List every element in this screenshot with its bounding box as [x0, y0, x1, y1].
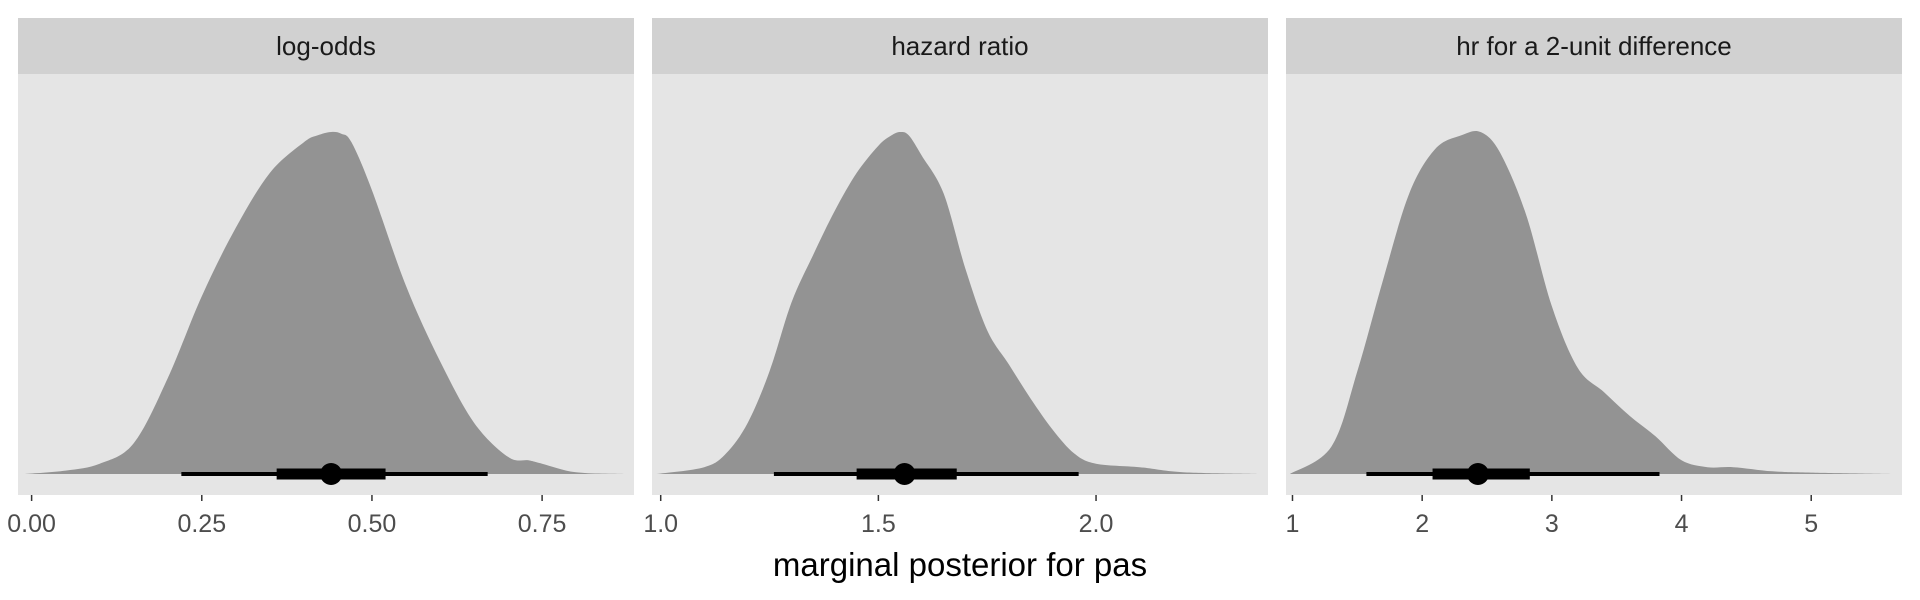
facet-strip-label: log-odds: [276, 31, 376, 61]
x-tick-label: 0.50: [348, 510, 397, 538]
facet-panel: hazard ratio 1.0 1.5 2.0: [643, 18, 1268, 538]
facet-strip-label: hr for a 2-unit difference: [1456, 31, 1732, 61]
facet-panel: log-odds 0.00 0.25 0.50 0.75: [7, 18, 634, 538]
x-tick-label: 0.75: [518, 510, 567, 538]
facet-strip-label: hazard ratio: [891, 31, 1028, 61]
density-area: [1289, 130, 1896, 475]
point-estimate: [893, 463, 916, 485]
x-tick-label: 2: [1415, 510, 1429, 538]
density-area: [24, 131, 624, 474]
facet-strip: [18, 18, 634, 74]
x-tick-label: 1.0: [643, 510, 678, 538]
facet-panel: hr for a 2-unit difference 1 2 3 4 5: [1286, 18, 1902, 538]
point-estimate: [1466, 463, 1489, 485]
panels: log-odds 0.00 0.25 0.50 0.75 hazard ratio 1.0 1…: [7, 18, 1902, 538]
x-tick-label: 0.25: [177, 510, 226, 538]
x-tick-label: 4: [1675, 510, 1689, 538]
x-tick-label: 1: [1286, 510, 1300, 538]
x-tick-label: 1.5: [861, 510, 896, 538]
density-area: [656, 131, 1258, 474]
x-axis-title: marginal posterior for pas: [773, 546, 1147, 583]
x-tick-label: 3: [1545, 510, 1559, 538]
x-tick-label: 0.00: [7, 510, 56, 538]
facet-strip: [1286, 18, 1902, 74]
facet-strip: [652, 18, 1268, 74]
x-tick-label: 5: [1804, 510, 1818, 538]
x-tick-label: 2.0: [1079, 510, 1114, 538]
point-estimate: [320, 463, 343, 485]
